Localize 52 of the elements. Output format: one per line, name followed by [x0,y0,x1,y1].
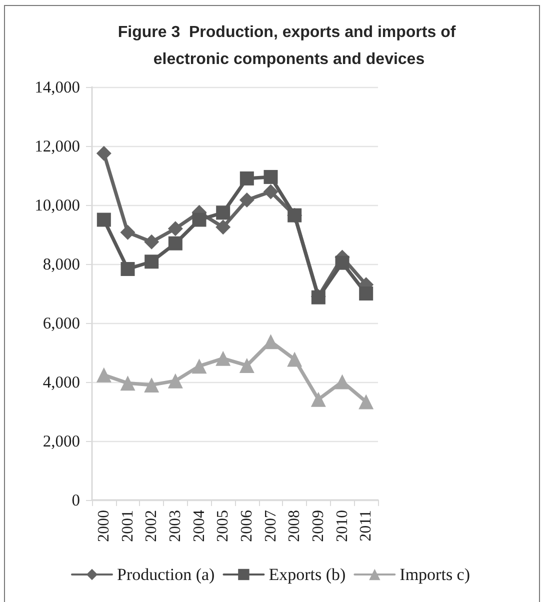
y-tick-label: 10,000 [34,196,80,214]
y-tick-label: 14,000 [34,78,80,96]
point [335,256,350,270]
point [168,221,183,236]
point [287,352,302,367]
point [96,146,112,161]
legend-label: Imports c) [400,565,470,584]
point [240,171,254,186]
point [144,234,160,250]
point [358,394,374,410]
point [144,377,160,392]
x-tick-label: 2008 [286,510,304,542]
x-tick-label: 2004 [190,510,208,542]
point [263,184,278,200]
point [239,358,254,373]
point [192,358,207,374]
point [334,374,350,390]
x-tick-label: 2001 [119,510,136,542]
x-tick-label: 2009 [310,510,327,542]
point [120,376,136,391]
chart-title: Figure 3 Production, exports and imports of electronic components and devices [118,24,460,68]
point [96,212,111,227]
x-tick-label: 2010 [334,510,351,542]
point [216,220,231,235]
point [239,192,254,208]
point [359,286,374,300]
y-tick-label: 4,000 [42,372,80,392]
y-tick-label: 8,000 [42,254,80,274]
point [96,367,112,382]
legend-label: Exports (b) [268,565,346,584]
x-tick-label: 2002 [143,510,160,542]
x-tick-label: 2000 [95,510,112,542]
point [168,373,183,388]
point [264,170,278,184]
point [192,212,206,227]
x-tick-label: 2007 [262,510,280,542]
point [120,224,136,240]
x-tick-label: 2006 [238,510,256,542]
point [310,392,326,407]
legend-label: Production (a) [116,565,215,584]
point [216,206,230,220]
point [120,262,135,276]
y-tick-label: 6,000 [42,314,80,332]
point [216,350,231,366]
x-tick-label: 2003 [166,510,184,542]
point [144,254,159,269]
x-tick-label: 2011 [358,510,375,542]
point [168,236,182,250]
y-tick-label: 0 [72,490,80,510]
y-tick-label: 12,000 [34,136,80,156]
y-tick-label: 2,000 [42,432,80,450]
x-tick-label: 2005 [214,510,232,542]
